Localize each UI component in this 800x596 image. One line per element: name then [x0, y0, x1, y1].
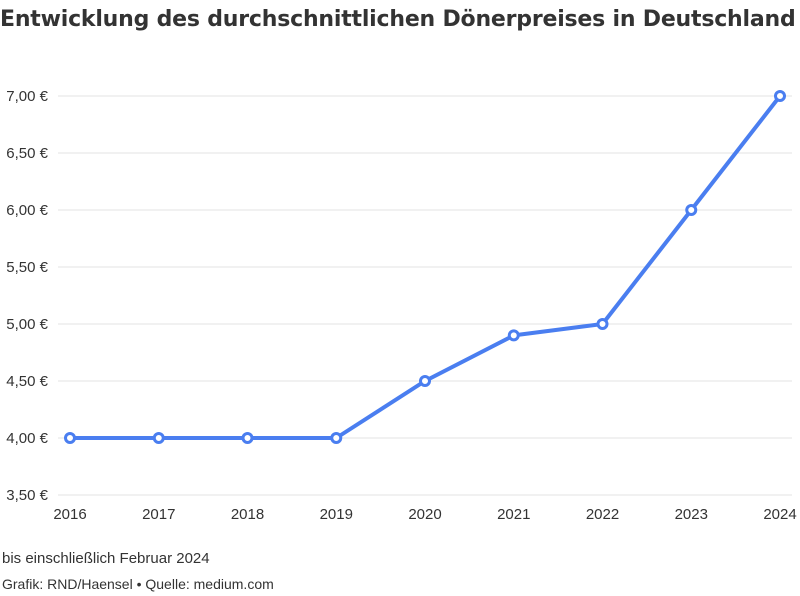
data-point — [241, 432, 254, 444]
gridlines — [58, 95, 792, 496]
x-tick-label: 2024 — [763, 506, 796, 523]
y-tick-label: 3,50 € — [6, 487, 48, 504]
data-point — [774, 90, 786, 102]
footnote: bis einschließlich Februar 2024 — [2, 550, 210, 567]
y-tick-label: 6,00 € — [6, 202, 48, 219]
source-credit: Grafik: RND/Haensel • Quelle: medium.com — [2, 576, 274, 592]
x-tick-label: 2023 — [675, 506, 708, 523]
chart-title: Entwicklung des durchschnittlichen Döner… — [0, 7, 796, 32]
data-point — [507, 329, 520, 342]
x-axis-labels: 2016 2017 2018 2019 2020 2021 2022 2023 2024 — [53, 506, 796, 523]
line-chart: 3,50 € 4,00 € 4,50 € 5,00 € 5,50 € 6,00 € 6,50… — [6, 88, 796, 523]
data-point — [64, 432, 76, 444]
y-axis-labels: 3,50 € 4,00 € 4,50 € 5,00 € 5,50 € 6,00 € 6,50… — [6, 88, 48, 504]
x-tick-label: 2022 — [586, 506, 619, 523]
y-tick-label: 6,50 € — [6, 145, 48, 162]
y-tick-label: 5,00 € — [6, 316, 48, 333]
x-tick-label: 2021 — [497, 506, 530, 523]
y-tick-label: 4,50 € — [6, 373, 48, 390]
data-point — [685, 204, 698, 216]
x-tick-label: 2019 — [320, 506, 353, 523]
y-tick-label: 4,00 € — [6, 430, 48, 447]
data-point — [330, 432, 343, 444]
data-point — [152, 432, 165, 444]
data-points — [64, 90, 786, 444]
x-tick-label: 2020 — [408, 506, 441, 523]
y-tick-label: 7,00 € — [6, 88, 48, 105]
data-point — [596, 318, 609, 330]
x-tick-label: 2018 — [231, 506, 264, 523]
x-tick-label: 2017 — [142, 506, 175, 523]
y-tick-label: 5,50 € — [6, 259, 48, 276]
data-point — [419, 375, 431, 387]
x-tick-label: 2016 — [53, 506, 86, 523]
